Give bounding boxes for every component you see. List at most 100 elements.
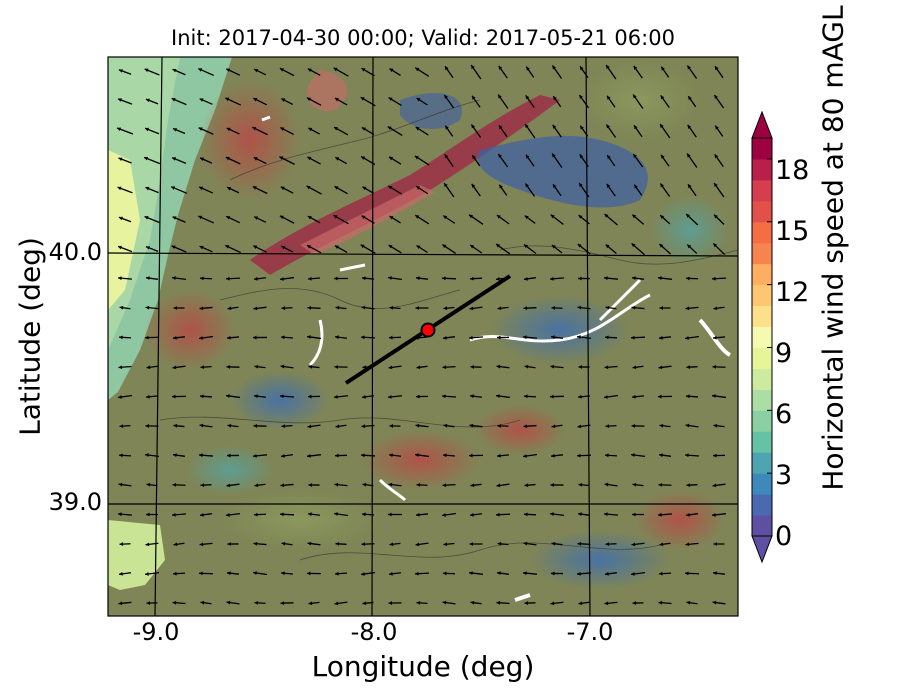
wind-arrow-head (119, 571, 123, 576)
wind-arrow-head (415, 215, 420, 219)
wind-arrow-head (172, 512, 176, 517)
river (339, 263, 366, 272)
wind-arrow-head (687, 153, 691, 158)
wind-arrow-head (362, 394, 366, 399)
wind-arrow-head (281, 245, 286, 250)
colorbar-label-text: Horizontal wind speed at 80 mAGL (m s (816, 0, 850, 491)
wind-arrow-head (279, 156, 284, 160)
wind-arrow-head (712, 483, 717, 488)
wind-arrow-head (388, 276, 392, 280)
wind-arrow-head (360, 97, 365, 101)
texture-blob (580, 60, 700, 140)
wind-arrow-head (280, 394, 284, 399)
wind-arrow-head (225, 156, 230, 161)
wind-arrow-head (227, 453, 231, 458)
wind-arrow-head (171, 245, 176, 250)
wind-arrow-head (444, 154, 449, 159)
wind-arrow-head (471, 65, 475, 70)
wind-arrow-head (604, 395, 608, 399)
wind-arrow-head (469, 214, 473, 219)
wind-arrow-head (552, 153, 556, 158)
colorbar-band (752, 179, 772, 202)
wind-arrow-head (578, 215, 583, 219)
wind-arrow-head (499, 184, 503, 189)
wind-arrow-head (416, 512, 420, 517)
wind-arrow-head (633, 94, 637, 99)
wind-arrow-head (443, 453, 447, 458)
wind-arrow-head (416, 98, 421, 102)
wind-arrow-head (658, 600, 663, 605)
wind-arrow-head (254, 276, 258, 281)
wind-arrow-head (334, 482, 339, 487)
wind-arrow-head (605, 244, 610, 249)
wind-arrow-head (388, 245, 393, 249)
wind-arrow-head (660, 154, 665, 159)
wind-arrow-head (307, 335, 311, 339)
colorbar-band (752, 158, 772, 181)
wind-arrow-head (226, 364, 231, 369)
wind-arrow-head (334, 365, 339, 369)
wind-arrow-head (172, 482, 177, 487)
wind-arrow-head (361, 215, 366, 220)
wind-arrow-head (496, 215, 501, 219)
wind-arrow-head (307, 216, 312, 220)
wind-arrow-head (578, 276, 582, 281)
wind-arrow-head (524, 215, 529, 220)
x-tick-label: -9.0 (132, 618, 180, 646)
colorbar-band (752, 494, 772, 516)
wind-arrow-head (470, 276, 474, 281)
texture-blob (530, 530, 670, 590)
x-tick-label: -8.0 (350, 618, 398, 646)
wind-arrow-head (496, 364, 501, 369)
wind-arrow-head (579, 94, 583, 99)
wind-arrow-head (173, 542, 178, 547)
high-wind-ridge (250, 95, 560, 275)
wind-arrow-head (713, 571, 717, 576)
wind-arrow-head (578, 394, 582, 399)
texture-blob (230, 370, 330, 430)
wind-arrow-head (714, 183, 718, 188)
wind-arrow-head (119, 453, 123, 458)
wind-arrow-head (361, 424, 366, 429)
wind-arrow-head (553, 96, 557, 101)
wind-arrow-head (631, 305, 636, 310)
wind-arrow-head (389, 216, 394, 220)
wind-arrow-head (199, 336, 203, 340)
texture-blob (635, 490, 725, 550)
low-wind-pocket (400, 92, 462, 130)
wind-arrow-head (173, 571, 177, 576)
wind-arrow-head (606, 124, 610, 129)
wind-arrow-head (253, 423, 258, 428)
wind-arrow-head (659, 306, 664, 310)
wind-arrow-head (551, 245, 556, 249)
lat-lon-grid (107, 56, 739, 617)
wind-arrow-head (361, 127, 366, 131)
wind-arrow-head (361, 156, 366, 160)
wind-arrow-head (118, 365, 123, 370)
wind-arrow-head (307, 305, 312, 310)
wind-arrow-head (145, 98, 150, 103)
wind-arrow-head (416, 483, 421, 487)
wind-arrow-head (577, 305, 582, 310)
wind-arrow-head (443, 571, 447, 576)
wind-arrow-head (550, 483, 555, 487)
wind-arrow-head (442, 513, 446, 517)
wind-arrow-head (119, 542, 124, 546)
wind-arrow-head (308, 394, 312, 399)
wind-arrow-head (631, 453, 635, 457)
wind-arrow-head (712, 364, 717, 369)
wind-arrow-head (634, 184, 638, 189)
wind-arrow-head (552, 124, 557, 129)
wind-arrow-head (524, 364, 529, 369)
wind-arrow-head (279, 68, 284, 72)
wind-arrow-head (254, 364, 259, 369)
wind-arrow-head (606, 65, 610, 70)
wind-arrow-head (280, 277, 284, 281)
wind-arrow-head (389, 156, 394, 161)
wind-arrow-head (280, 127, 285, 131)
wind-arrow-head (443, 215, 448, 220)
wind-arrow-head (281, 335, 285, 340)
wind-arrow-head (307, 156, 312, 161)
wind-arrow-head (416, 245, 421, 250)
